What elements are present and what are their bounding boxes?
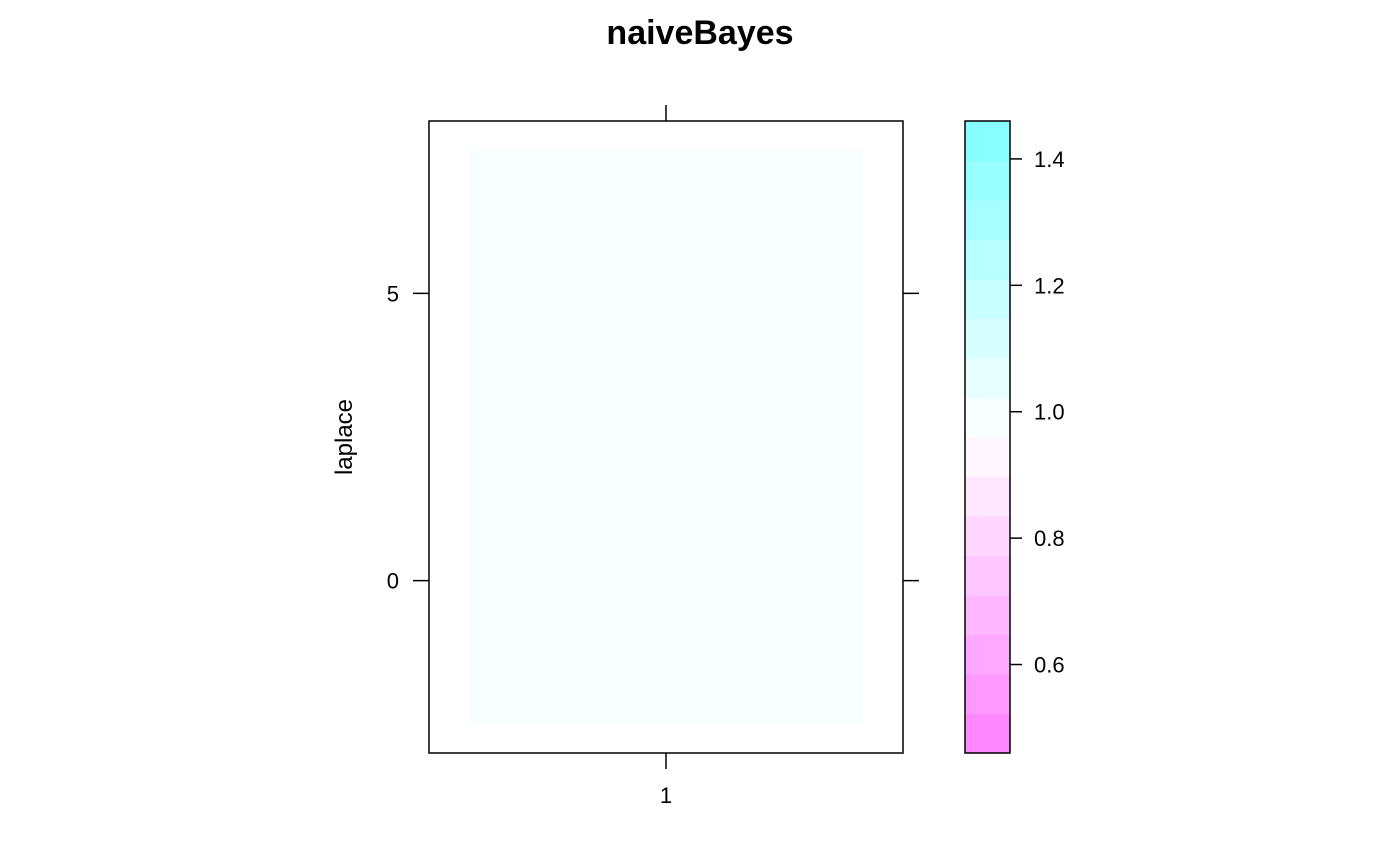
y-axis-ticks: 05 [387, 281, 919, 594]
colorbar-frame [964, 120, 1011, 754]
colorbar-band-6 [965, 476, 1010, 517]
y-tick-label-0: 0 [387, 569, 399, 594]
colorbar-band-14 [965, 160, 1010, 201]
colorbar-band-7 [965, 437, 1010, 477]
colorbar-band-1 [965, 674, 1010, 714]
colorbar-tick-label-4: 1.4 [1034, 147, 1065, 172]
heatmap-cell-0 [469, 149, 863, 725]
colorbar-ticks: 0.6 0.8 1.0 1.2 1.4 [1010, 147, 1065, 678]
colorbar-band-0 [965, 713, 1010, 754]
y-tick-label-1: 5 [387, 281, 399, 306]
colorbar-band-10 [965, 318, 1010, 359]
colorbar-tick-label-3: 1.2 [1034, 273, 1065, 298]
colorbar-band-11 [965, 279, 1010, 319]
colorbar-tick-label-0: 0.6 [1034, 653, 1065, 678]
colorbar-band-4 [965, 555, 1010, 596]
y-axis-label: laplace [331, 399, 358, 475]
colorbar: 0.6 0.8 1.0 1.2 1.4 [964, 120, 1065, 754]
colorbar-band-5 [965, 516, 1010, 556]
x-tick-label-0: 1 [660, 783, 672, 808]
chart-title: naiveBayes [606, 14, 793, 52]
colorbar-band-12 [965, 239, 1010, 280]
colorbar-band-2 [965, 634, 1010, 675]
plot-panel: 1 05 [387, 105, 919, 808]
colorbar-band-8 [965, 397, 1010, 438]
colorbar-band-9 [965, 358, 1010, 398]
colorbar-band-3 [965, 595, 1010, 635]
colorbar-tick-label-1: 0.8 [1034, 526, 1065, 551]
colorbar-tick-label-2: 1.0 [1034, 400, 1065, 425]
colorbar-band-15 [965, 121, 1010, 161]
x-axis-ticks: 1 [660, 105, 672, 808]
colorbar-band-13 [965, 200, 1010, 240]
colorbar-bands [965, 121, 1010, 754]
heatmap-cells [469, 149, 863, 725]
